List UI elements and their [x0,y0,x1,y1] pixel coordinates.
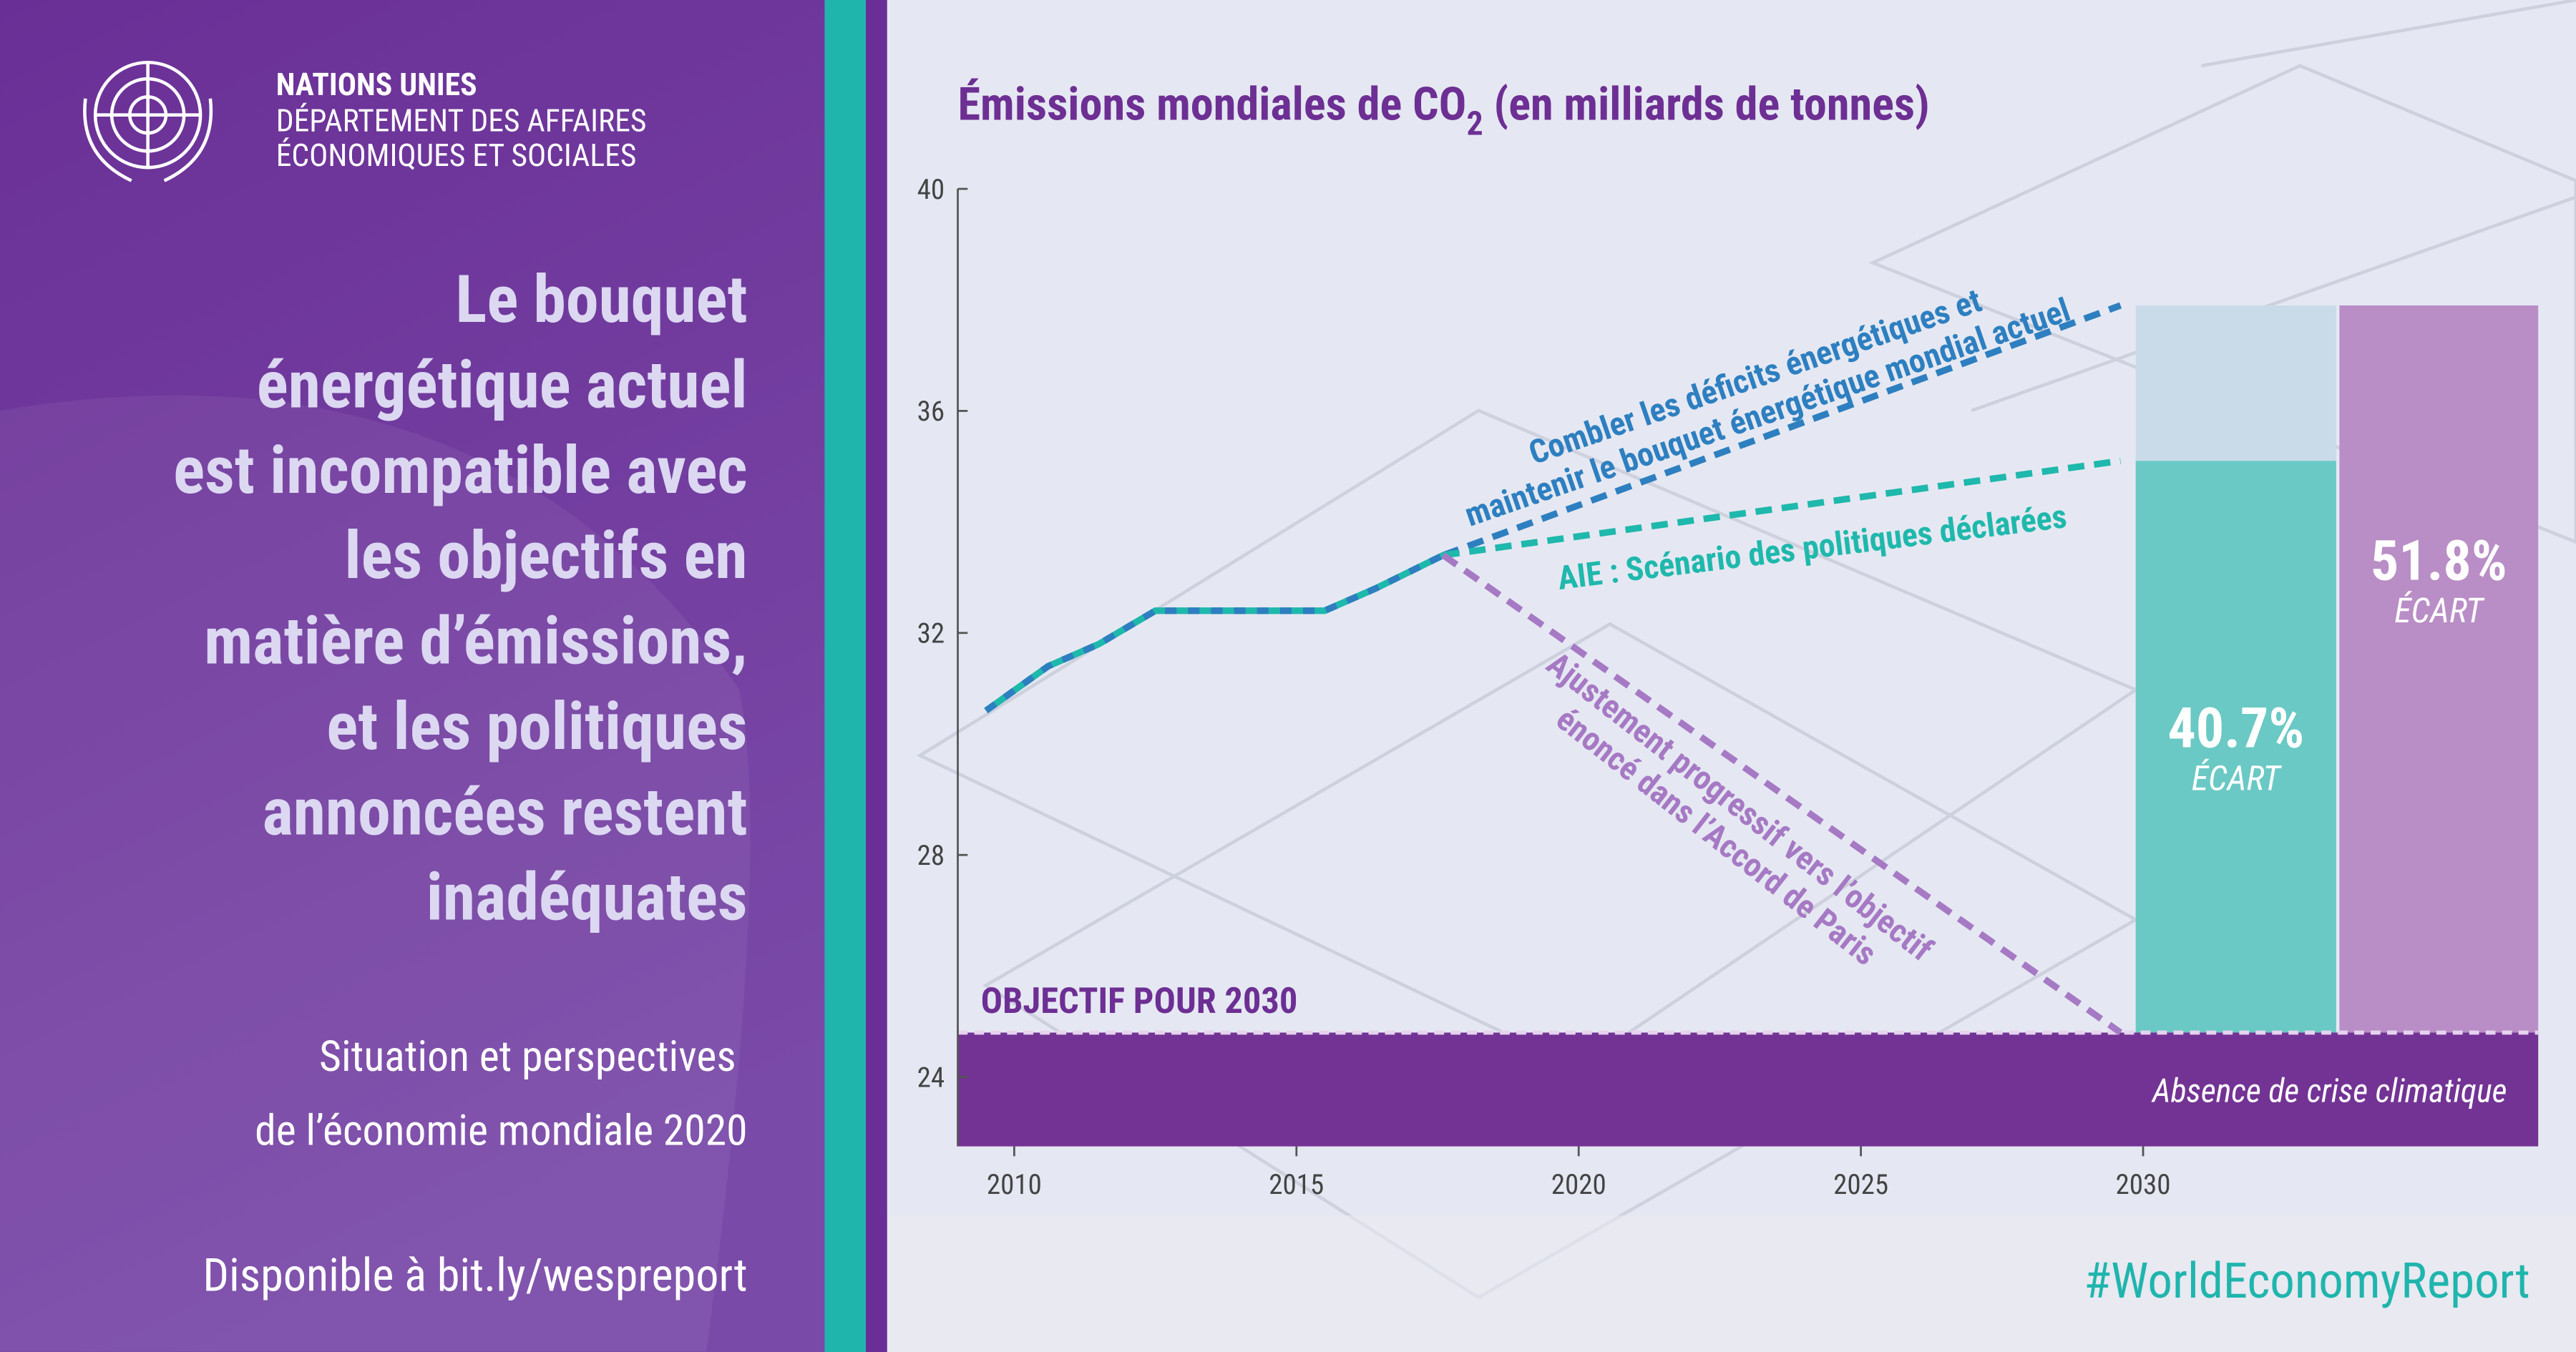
projection-line [1443,457,2122,559]
y-tick-label: 32 [917,617,945,650]
headline-line: Le bouquet [455,262,747,338]
gap-value: 40.7% [2167,697,2304,762]
x-tick-label: 2015 [1269,1168,1324,1201]
title-subscript: 2 [1466,104,1483,143]
x-tick-label: 2010 [987,1168,1042,1201]
teal-stripe [824,0,866,1352]
x-tick-label: 2030 [2116,1168,2171,1201]
un-emblem [83,60,213,182]
dept-line: ÉCONOMIQUES ET SOCIALES [276,137,637,174]
headline-line: annoncées restent [262,774,747,851]
history-line-dash [984,552,1445,714]
headline-line: matière d’émissions, [204,604,748,680]
link[interactable]: Disponible à bit.ly/wespreport [203,1248,747,1303]
headline-line: et les politiques [326,689,747,765]
headline: Le bouquet énergétique actuel est incompat… [173,262,747,936]
gap-caption: ÉCART [2394,590,2485,631]
target-label: OBJECTIF POUR 2030 [981,980,1298,1022]
gap-bar [2135,461,2336,1033]
y-tick-label: 28 [917,839,945,872]
gap-bar [2339,305,2539,1033]
x-tick-label: 2020 [1551,1168,1606,1201]
y-tick-label: 24 [917,1061,945,1094]
report-line: de l’économie mondiale 2020 [255,1105,748,1155]
y-tick-label: 36 [917,395,945,428]
projection-line [1441,552,2123,1036]
panel-shape [0,395,751,1352]
headline-line: les objectifs en [344,518,747,594]
y-tick-label: 40 [917,173,945,206]
dept-line: DÉPARTEMENT DES AFFAIRES [276,102,647,139]
headline-line: est incompatible avec [173,433,747,509]
headline-line: énergétique actuel [257,347,748,423]
ground [887,1215,2576,1352]
org-name: NATIONS UNIES [276,67,477,103]
headline-line: inadéquates [426,860,748,936]
band [957,1032,2539,1147]
left-panel [0,0,825,1352]
report-line: Situation et perspectives [319,1032,736,1082]
purple-stripe [865,0,887,1352]
gap-caption: ÉCART [2192,758,2283,798]
chart-title: Émissions mondiales de CO2 (en milliards… [958,77,1930,144]
hashtag: #WorldEconomyReport [2084,1252,2529,1310]
projection-line [1442,302,2122,559]
band-label: Absence de crise climatique [2151,1072,2507,1111]
title-part: Émissions mondiales de CO [958,77,1467,132]
x-tick-label: 2025 [1833,1168,1888,1201]
title-part: (en milliards de tonnes) [1483,77,1930,132]
gap-value: 51.8% [2371,529,2507,594]
